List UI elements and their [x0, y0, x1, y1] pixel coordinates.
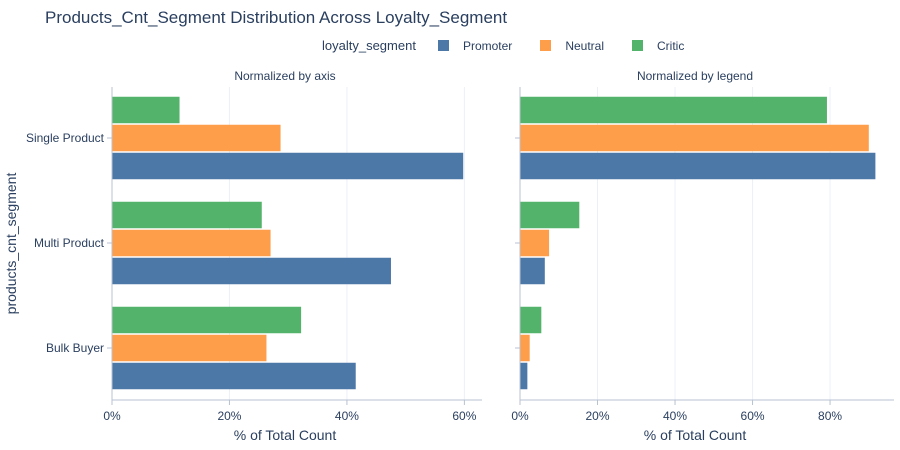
p2-xtick-label-1: 20% [585, 409, 609, 423]
p1-ytick-label-bulk-buyer: Bulk Buyer [46, 341, 104, 355]
p2-bar-neutral-bulk-buyer [520, 334, 530, 362]
p1-xtick-label-3: 60% [452, 409, 476, 423]
p1-bar-promoter-bulk-buyer [112, 362, 356, 390]
p1-bar-critic-multi-product [112, 201, 262, 229]
p2-bar-neutral-multi-product [520, 229, 550, 257]
p1-xtick-label-0: 0% [103, 409, 121, 423]
legend-swatch-critic [632, 40, 643, 51]
p1-bar-promoter-multi-product [112, 257, 391, 285]
p2-xtick-label-2: 40% [663, 409, 687, 423]
p1-bar-critic-single-product [112, 96, 180, 124]
legend-label-neutral: Neutral [565, 38, 604, 53]
p1-y-axis-title: products_cnt_segment [3, 173, 19, 315]
p2-bar-promoter-single-product [520, 152, 876, 180]
p2-bar-neutral-single-product [520, 124, 869, 152]
chart-title: Products_Cnt_Segment Distribution Across… [45, 8, 508, 27]
p1-ytick-label-multi-product: Multi Product [34, 236, 105, 250]
p1-xtick-label-1: 20% [217, 409, 241, 423]
p2-xtick-label-0: 0% [511, 409, 529, 423]
p1-xtick-label-2: 40% [335, 409, 359, 423]
p2-bar-critic-single-product [520, 96, 827, 124]
p1-x-axis-title: % of Total Count [234, 427, 337, 443]
p2-xtick-label-4: 80% [818, 409, 842, 423]
legend: loyalty_segment Promoter Neutral Critic [322, 38, 712, 53]
p1-bar-neutral-bulk-buyer [112, 334, 267, 362]
p1-subtitle: Normalized by axis [234, 69, 335, 83]
p2-subtitle: Normalized by legend [637, 69, 753, 83]
legend-title: loyalty_segment [322, 38, 416, 53]
legend-swatch-neutral [540, 40, 552, 51]
p2-x-axis-title: % of Total Count [644, 427, 747, 443]
p2-bar-promoter-multi-product [520, 257, 545, 285]
p1-bar-promoter-single-product [112, 152, 464, 180]
p2-bar-critic-bulk-buyer [520, 306, 542, 334]
p1-bar-neutral-multi-product [112, 229, 271, 257]
p2-bar-promoter-bulk-buyer [520, 362, 528, 390]
p1-ytick-label-single-product: Single Product [26, 131, 105, 145]
p1-bar-neutral-single-product [112, 124, 281, 152]
legend-item-promoter[interactable]: Promoter [437, 38, 513, 53]
legend-label-promoter: Promoter [462, 38, 513, 53]
legend-item-critic[interactable]: Critic [632, 39, 684, 53]
p1-bar-critic-bulk-buyer [112, 306, 302, 334]
legend-label-critic: Critic [657, 38, 685, 53]
legend-swatch-promoter [437, 40, 449, 51]
legend-item-neutral[interactable]: Neutral [540, 39, 604, 53]
p2-xtick-label-3: 60% [741, 409, 765, 423]
p2-bar-critic-multi-product [520, 201, 580, 229]
